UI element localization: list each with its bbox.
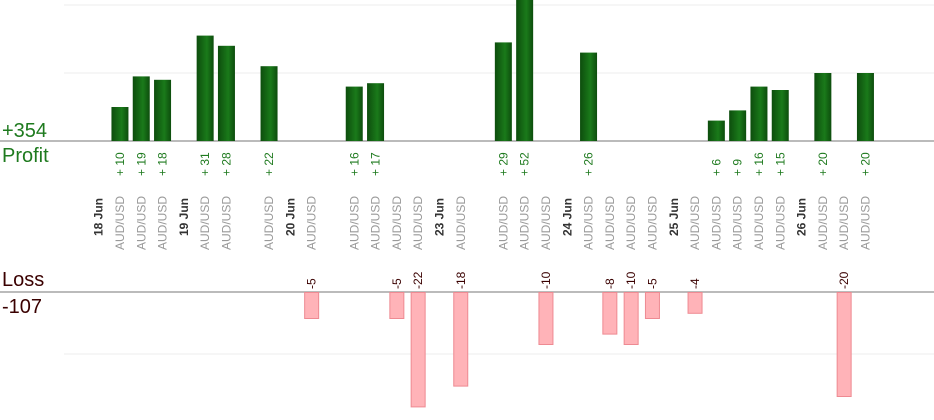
pair-label: AUD/USD xyxy=(198,196,212,250)
pair-label: AUD/USD xyxy=(390,196,404,250)
pair-label: AUD/USD xyxy=(731,196,745,250)
pair-label: AUD/USD xyxy=(603,196,617,250)
day-label: 26 Jun xyxy=(795,198,809,236)
profit-bar xyxy=(345,86,363,141)
profit-bar xyxy=(154,79,172,141)
profit-bar xyxy=(707,120,725,141)
day-label: 25 Jun xyxy=(667,198,681,236)
pair-label: AUD/USD xyxy=(837,196,851,250)
loss-value-label: -5 xyxy=(390,278,404,289)
pair-label: AUD/USD xyxy=(645,196,659,250)
loss-bar xyxy=(389,292,405,319)
profit-value-label: + 10 xyxy=(113,152,127,176)
profit-value-label: + 18 xyxy=(156,152,170,176)
pair-label: AUD/USD xyxy=(816,196,830,250)
profit-bar xyxy=(367,83,385,141)
pair-label: AUD/USD xyxy=(773,196,787,250)
day-label: 24 Jun xyxy=(560,198,574,236)
pair-label: AUD/USD xyxy=(113,196,127,250)
profit-bar xyxy=(856,73,874,141)
profit-value-label: + 29 xyxy=(496,152,510,176)
loss-value-label: -4 xyxy=(688,278,702,289)
loss-bar xyxy=(602,292,618,335)
day-label: 18 Jun xyxy=(92,198,106,236)
loss-bar xyxy=(836,292,852,397)
profit-value-label: + 20 xyxy=(816,152,830,176)
profit-total: +354 xyxy=(2,120,48,142)
profit-value-label: + 22 xyxy=(262,152,276,176)
profit-value-label: + 31 xyxy=(198,152,212,176)
day-label: 23 Jun xyxy=(432,198,446,236)
pair-label: AUD/USD xyxy=(369,196,383,250)
pair-label: AUD/USD xyxy=(624,196,638,250)
day-label: 19 Jun xyxy=(177,198,191,236)
profit-bar xyxy=(111,107,129,141)
profit-value-label: + 28 xyxy=(219,152,233,176)
profit-value-label: + 17 xyxy=(369,152,383,176)
loss-bar xyxy=(304,292,320,319)
profit-bar xyxy=(580,52,598,141)
profit-bar xyxy=(771,90,789,141)
loss-label: Loss xyxy=(2,269,45,291)
loss-value-label: -10 xyxy=(624,271,638,289)
profit-label: Profit xyxy=(2,145,49,167)
pair-label: AUD/USD xyxy=(347,196,361,250)
loss-bar xyxy=(453,292,469,387)
pair-label: AUD/USD xyxy=(709,196,723,250)
profit-bar xyxy=(260,66,278,141)
profit-value-label: + 16 xyxy=(752,152,766,176)
profit-value-label: + 6 xyxy=(709,159,723,176)
pair-label: AUD/USD xyxy=(539,196,553,250)
pair-label: AUD/USD xyxy=(411,196,425,250)
loss-value-label: -18 xyxy=(454,271,468,289)
profit-bar xyxy=(494,42,512,141)
pair-label: AUD/USD xyxy=(518,196,532,250)
loss-value-label: -5 xyxy=(645,278,659,289)
profit-value-label: + 52 xyxy=(518,152,532,176)
pair-label: AUD/USD xyxy=(134,196,148,250)
loss-value-label: -22 xyxy=(411,271,425,289)
pair-label: AUD/USD xyxy=(156,196,170,250)
loss-bar xyxy=(644,292,660,319)
pair-label: AUD/USD xyxy=(219,196,233,250)
loss-total: -107 xyxy=(2,296,43,318)
pair-label: AUD/USD xyxy=(496,196,510,250)
day-label: 20 Jun xyxy=(283,198,297,236)
profit-value-label: + 19 xyxy=(134,152,148,176)
pair-label: AUD/USD xyxy=(688,196,702,250)
profit-value-label: + 9 xyxy=(731,159,745,176)
loss-bar xyxy=(623,292,639,345)
profit-value-label: + 15 xyxy=(773,152,787,176)
profit-bar xyxy=(750,86,768,141)
loss-value-label: -8 xyxy=(603,278,617,289)
pair-label: AUD/USD xyxy=(582,196,596,250)
profit-bar xyxy=(814,73,832,141)
profit-bar xyxy=(516,0,534,141)
profit-value-label: + 20 xyxy=(858,152,872,176)
pair-label: AUD/USD xyxy=(305,196,319,250)
profit-value-label: + 26 xyxy=(582,152,596,176)
profit-value-label: + 16 xyxy=(347,152,361,176)
loss-bar xyxy=(410,292,426,408)
loss-value-label: -20 xyxy=(837,271,851,289)
loss-value-label: -5 xyxy=(305,278,319,289)
pair-label: AUD/USD xyxy=(858,196,872,250)
pair-label: AUD/USD xyxy=(752,196,766,250)
pair-label: AUD/USD xyxy=(262,196,276,250)
loss-value-label: -10 xyxy=(539,271,553,289)
profit-bar xyxy=(217,45,235,141)
profit-bar xyxy=(132,76,150,141)
profit-bar xyxy=(729,110,747,141)
profit-bar xyxy=(196,35,214,141)
loss-bar xyxy=(687,292,703,314)
pair-label: AUD/USD xyxy=(454,196,468,250)
loss-bar xyxy=(538,292,554,345)
